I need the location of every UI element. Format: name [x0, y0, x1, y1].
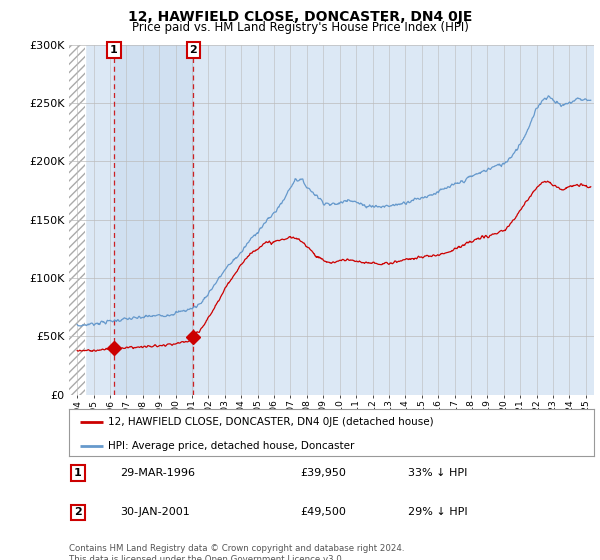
Text: 12, HAWFIELD CLOSE, DONCASTER, DN4 0JE: 12, HAWFIELD CLOSE, DONCASTER, DN4 0JE [128, 10, 472, 24]
Text: 30-JAN-2001: 30-JAN-2001 [120, 507, 190, 517]
Text: Price paid vs. HM Land Registry's House Price Index (HPI): Price paid vs. HM Land Registry's House … [131, 21, 469, 34]
Text: £39,950: £39,950 [300, 468, 346, 478]
Text: 1: 1 [74, 468, 82, 478]
Bar [114, 45, 193, 395]
Text: HPI: Average price, detached house, Doncaster: HPI: Average price, detached house, Donc… [109, 441, 355, 451]
Text: Contains HM Land Registry data © Crown copyright and database right 2024.
This d: Contains HM Land Registry data © Crown c… [69, 544, 404, 560]
Text: 12, HAWFIELD CLOSE, DONCASTER, DN4 0JE (detached house): 12, HAWFIELD CLOSE, DONCASTER, DN4 0JE (… [109, 417, 434, 427]
Text: 2: 2 [190, 45, 197, 55]
Bar [69, 45, 85, 395]
Text: 29% ↓ HPI: 29% ↓ HPI [408, 507, 467, 517]
Text: 33% ↓ HPI: 33% ↓ HPI [408, 468, 467, 478]
Text: 2: 2 [74, 507, 82, 517]
Text: 29-MAR-1996: 29-MAR-1996 [120, 468, 195, 478]
Bar [69, 45, 85, 395]
Text: 1: 1 [110, 45, 118, 55]
Text: £49,500: £49,500 [300, 507, 346, 517]
